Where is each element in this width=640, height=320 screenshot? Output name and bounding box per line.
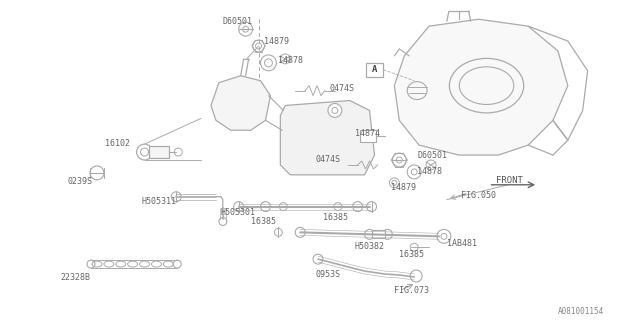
- Circle shape: [174, 148, 182, 156]
- Circle shape: [353, 202, 363, 212]
- Circle shape: [437, 229, 451, 243]
- Circle shape: [260, 202, 271, 212]
- Text: 0474S: 0474S: [330, 84, 355, 93]
- Text: FIG.073: FIG.073: [394, 286, 429, 295]
- Circle shape: [410, 270, 422, 282]
- Circle shape: [328, 103, 342, 117]
- Text: 14874: 14874: [355, 129, 380, 138]
- Circle shape: [392, 180, 397, 185]
- Circle shape: [441, 233, 447, 239]
- Circle shape: [219, 218, 227, 225]
- Circle shape: [255, 43, 262, 49]
- Circle shape: [141, 148, 148, 156]
- Circle shape: [172, 192, 181, 202]
- Text: A081001154: A081001154: [558, 307, 604, 316]
- Text: H505301: H505301: [221, 208, 256, 217]
- Text: 0474S: 0474S: [315, 156, 340, 164]
- Text: 0953S: 0953S: [315, 269, 340, 278]
- Circle shape: [264, 59, 273, 67]
- Circle shape: [383, 229, 392, 239]
- Circle shape: [365, 229, 374, 239]
- Text: FIG.050: FIG.050: [461, 191, 496, 200]
- Text: 16102: 16102: [105, 139, 130, 148]
- Circle shape: [239, 22, 253, 36]
- Polygon shape: [394, 19, 568, 155]
- Text: H505311: H505311: [141, 197, 177, 206]
- Circle shape: [367, 202, 376, 212]
- Text: 16385: 16385: [251, 217, 276, 226]
- Circle shape: [280, 54, 291, 64]
- Circle shape: [332, 108, 338, 113]
- Circle shape: [410, 243, 418, 251]
- Text: D60501: D60501: [223, 17, 253, 26]
- Text: 14878: 14878: [278, 56, 303, 65]
- Text: 0239S: 0239S: [67, 177, 92, 186]
- Circle shape: [234, 202, 244, 212]
- Circle shape: [90, 166, 104, 180]
- Circle shape: [295, 228, 305, 237]
- Text: FRONT: FRONT: [497, 176, 524, 185]
- Bar: [365, 63, 383, 77]
- Text: 14879: 14879: [264, 36, 289, 45]
- Circle shape: [396, 157, 403, 163]
- Text: 16385: 16385: [323, 213, 348, 222]
- Polygon shape: [211, 76, 271, 130]
- Text: D60501: D60501: [417, 150, 447, 160]
- Text: 14879: 14879: [392, 183, 417, 192]
- Circle shape: [334, 203, 342, 211]
- Circle shape: [407, 165, 421, 179]
- Circle shape: [136, 144, 152, 160]
- Circle shape: [389, 178, 399, 188]
- Circle shape: [412, 169, 417, 175]
- Text: A: A: [372, 65, 377, 74]
- Text: 22328B: 22328B: [60, 274, 90, 283]
- Text: 14878: 14878: [417, 167, 442, 176]
- Circle shape: [260, 55, 276, 71]
- Bar: [360, 130, 376, 142]
- Bar: [150, 146, 170, 158]
- Polygon shape: [280, 100, 374, 175]
- Bar: [372, 230, 385, 238]
- Circle shape: [253, 40, 264, 52]
- Circle shape: [392, 153, 406, 167]
- Circle shape: [279, 203, 287, 211]
- Circle shape: [426, 160, 436, 170]
- Text: 1AB481: 1AB481: [447, 239, 477, 248]
- Text: 16385: 16385: [399, 250, 424, 259]
- Circle shape: [275, 228, 282, 236]
- Circle shape: [313, 254, 323, 264]
- Text: H50382: H50382: [355, 242, 385, 251]
- Circle shape: [243, 26, 248, 32]
